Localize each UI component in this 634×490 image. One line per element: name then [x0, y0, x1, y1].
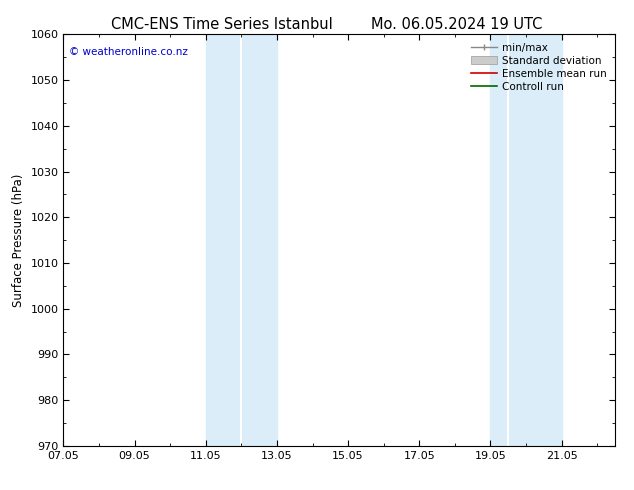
Text: © weatheronline.co.nz: © weatheronline.co.nz [69, 47, 188, 57]
Text: Mo. 06.05.2024 19 UTC: Mo. 06.05.2024 19 UTC [371, 17, 542, 32]
Y-axis label: Surface Pressure (hPa): Surface Pressure (hPa) [12, 173, 25, 307]
Legend: min/max, Standard deviation, Ensemble mean run, Controll run: min/max, Standard deviation, Ensemble me… [467, 40, 610, 95]
Bar [206, 34, 277, 446]
Bar [491, 34, 562, 446]
Text: CMC-ENS Time Series Istanbul: CMC-ENS Time Series Istanbul [111, 17, 333, 32]
